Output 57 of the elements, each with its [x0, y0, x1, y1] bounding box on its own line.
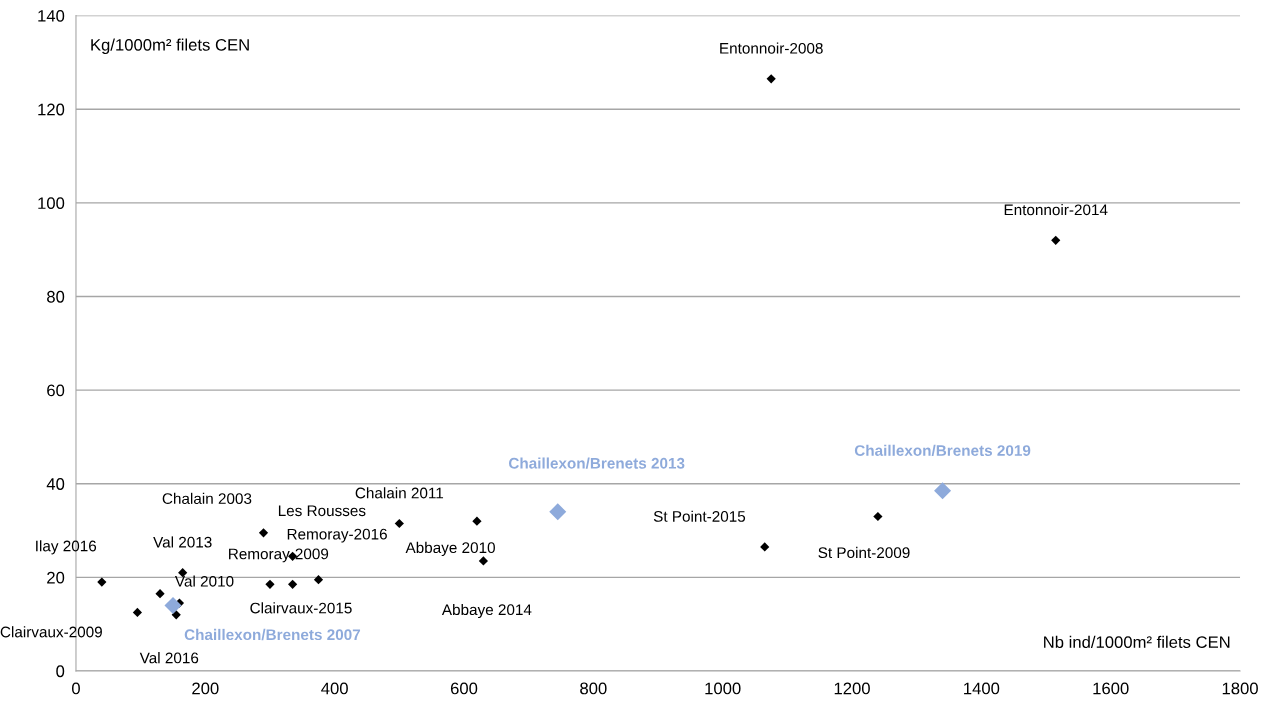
point: [1051, 235, 1061, 245]
annotation: Abbaye 2010: [405, 541, 495, 557]
y-tick-label: 80: [47, 290, 65, 303]
annotation: Chaillexon/Brenets 2007: [184, 628, 361, 641]
point: [313, 575, 324, 585]
point: [549, 503, 567, 521]
annotation: Chalain 2011: [355, 487, 444, 499]
point: [171, 610, 181, 620]
y-tick-label: 140: [38, 9, 65, 22]
annotation: Entonnoir-2008: [720, 42, 823, 54]
point: [760, 542, 770, 552]
x-tick-label: 1400: [964, 682, 1000, 695]
point: [394, 518, 404, 529]
y-tick-label: 20: [47, 571, 65, 584]
point: [934, 482, 952, 500]
annotation: Clairvaux-2009: [0, 626, 102, 638]
x-tick-label: 0: [71, 682, 80, 695]
annotation: Chaillexon/Brenets 2013: [508, 457, 685, 469]
annotation: Les Rousses: [278, 505, 366, 517]
y-tick-label: 60: [47, 384, 65, 397]
annotation: Val 2016: [139, 652, 199, 664]
x-tick-label: 600: [450, 682, 478, 695]
point: [97, 577, 107, 587]
annotation: Chalain 2003: [162, 492, 252, 505]
annotation: Val 2013: [153, 536, 212, 548]
annotation: Clairvaux-2015: [250, 602, 352, 614]
annotation: Abbaye 2014: [441, 603, 532, 619]
x-tick-label: 800: [580, 682, 607, 695]
y-tick-label: 40: [46, 478, 65, 490]
annotation: Val 2010: [174, 575, 234, 587]
x-tick-label: 1200: [834, 682, 870, 695]
point: [155, 589, 165, 599]
point: [288, 579, 298, 589]
x-tick-label: 1000: [705, 682, 741, 695]
point: [478, 556, 488, 566]
y-tick-label: 100: [38, 197, 65, 210]
x-tick-label: 1800: [1222, 682, 1258, 695]
point: [132, 607, 143, 618]
annotation: St Point-2009: [818, 546, 910, 559]
y-tick-label: 0: [56, 665, 65, 678]
point: [265, 579, 275, 589]
point: [766, 74, 776, 84]
point: [258, 528, 269, 538]
point: [164, 596, 182, 614]
annotation: Chaillexon/Brenets 2019: [854, 444, 1031, 457]
annotation: St Point-2015: [653, 510, 746, 522]
annotation: Remoray-2016: [287, 528, 387, 543]
x-tick-label: 400: [321, 682, 348, 695]
point: [472, 516, 482, 526]
x-tick-label: 200: [192, 682, 219, 695]
annotation: Ilay 2016: [36, 540, 97, 555]
x-axis-title: Nb ind/1000m² filets CEN: [1044, 635, 1230, 649]
x-tick-label: 1600: [1093, 682, 1129, 695]
y-axis-title: Kg/1000m² filets CEN: [91, 38, 249, 55]
point: [873, 511, 883, 522]
annotation: Entonnoir-2014: [1004, 204, 1108, 216]
y-tick-label: 120: [38, 103, 65, 116]
